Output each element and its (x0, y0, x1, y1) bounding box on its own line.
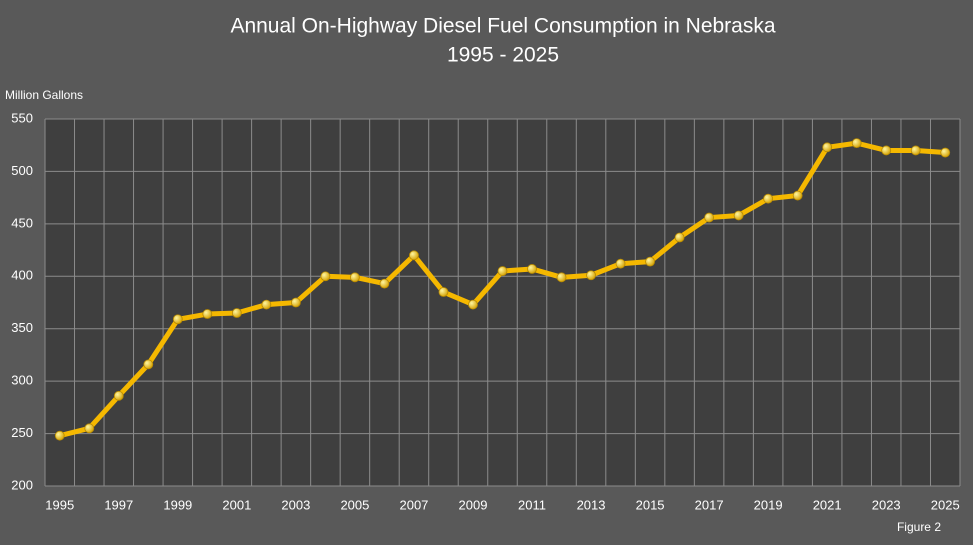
data-point (409, 250, 419, 261)
data-point (172, 314, 183, 325)
y-tick-label: 250 (11, 425, 33, 440)
data-point (851, 138, 862, 149)
data-point (84, 423, 95, 434)
y-tick-label: 500 (11, 163, 33, 178)
data-point (940, 147, 951, 158)
data-point (143, 359, 154, 370)
y-axis-label: Million Gallons (5, 88, 83, 102)
data-point (468, 299, 478, 310)
data-point (320, 271, 331, 282)
x-tick-label: 2001 (222, 497, 251, 512)
data-point (261, 299, 272, 310)
data-point (733, 210, 744, 221)
chart-title: Annual On-Highway Diesel Fuel Consumptio… (230, 15, 775, 38)
data-point (350, 272, 360, 283)
data-point (290, 297, 301, 308)
data-point (113, 390, 124, 401)
data-point (379, 278, 390, 289)
x-tick-label: 2019 (754, 497, 783, 512)
x-tick-label: 2021 (813, 497, 842, 512)
x-tick-label: 2005 (340, 497, 369, 512)
data-point (792, 190, 803, 201)
y-tick-label: 300 (11, 373, 33, 388)
data-point (586, 270, 596, 281)
x-tick-label: 2007 (399, 497, 428, 512)
x-tick-label: 2017 (695, 497, 724, 512)
x-tick-label: 2015 (636, 497, 665, 512)
x-tick-label: 2023 (872, 497, 901, 512)
x-tick-label: 2009 (459, 497, 488, 512)
data-point (645, 256, 655, 267)
figure-note: Figure 2 (897, 520, 941, 534)
data-point (556, 272, 567, 283)
plot-area (45, 119, 960, 486)
data-point (822, 142, 833, 153)
x-tick-label: 1999 (163, 497, 192, 512)
data-point (763, 193, 774, 204)
x-tick-label: 2013 (577, 497, 606, 512)
data-point (438, 287, 449, 297)
data-point (497, 266, 508, 276)
x-tick-label: 1995 (45, 497, 74, 512)
x-tick-label: 2025 (931, 497, 960, 512)
y-tick-label: 450 (11, 215, 33, 230)
data-point (231, 308, 242, 318)
data-point (674, 232, 685, 243)
data-point (54, 430, 65, 441)
y-tick-label: 350 (11, 320, 33, 335)
y-tick-label: 400 (11, 268, 33, 283)
data-point (615, 258, 626, 269)
x-tick-label: 2011 (518, 497, 546, 512)
data-point (527, 264, 537, 274)
chart-subtitle: 1995 - 2025 (447, 44, 559, 67)
data-point (202, 309, 213, 319)
data-point (881, 145, 892, 156)
y-tick-label: 550 (11, 110, 33, 125)
data-point (910, 145, 921, 156)
x-tick-label: 1997 (104, 497, 133, 512)
data-point (704, 212, 715, 223)
y-tick-label: 200 (11, 477, 33, 492)
x-tick-label: 2003 (281, 497, 310, 512)
